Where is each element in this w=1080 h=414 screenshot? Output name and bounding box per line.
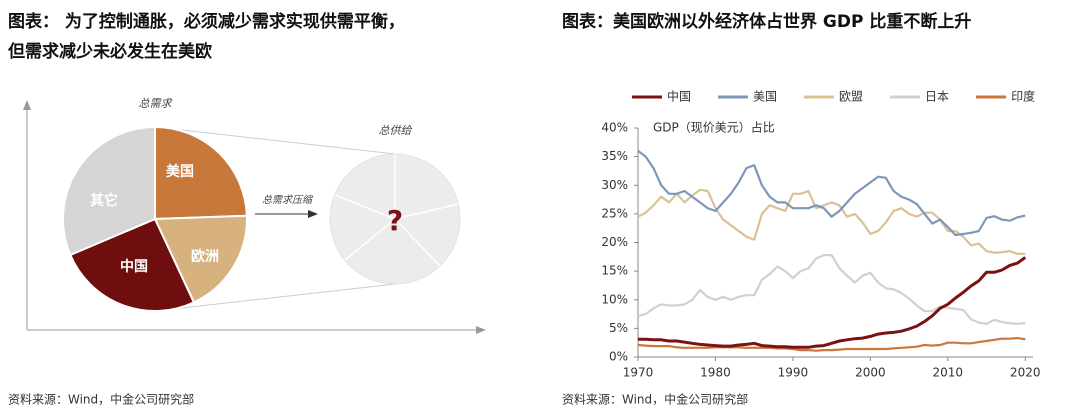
source: 资料来源：Wind，中金公司研究部	[562, 392, 748, 407]
diagram: 美国 欧洲 中国 其它 总需求 ? 总供给 总需求压缩	[23, 97, 486, 334]
source: 资料来源：Wind，中金公司研究部	[8, 392, 194, 407]
slice-label: 中国	[120, 258, 148, 275]
circle-dividers	[334, 154, 459, 267]
y-tick-label: 5%	[609, 321, 628, 335]
x-tick-label: 2020	[1010, 366, 1041, 380]
x-tick-label: 1970	[623, 366, 654, 380]
y-tick-label: 0%	[609, 350, 628, 364]
x-tick-label: 1990	[778, 366, 809, 380]
series-line	[637, 254, 1026, 325]
slice	[154, 125, 248, 221]
slice	[62, 125, 156, 257]
left-title: 但需求减少未必发生在美欧	[8, 41, 212, 62]
chart-subtitle: GDP（现价美元）占比	[653, 120, 775, 135]
arrow-head	[476, 326, 486, 334]
y-tick-label: 25%	[601, 206, 628, 220]
x-tick-label: 2000	[855, 366, 886, 380]
legend-label: 中国	[667, 89, 691, 104]
arrow-label: 总需求压缩	[262, 194, 314, 206]
x-tick-label: 1980	[700, 366, 731, 380]
slice	[153, 214, 248, 304]
y-tick-label: 40%	[601, 121, 628, 135]
arrow-head	[23, 100, 31, 110]
legend-label: 欧盟	[839, 90, 863, 104]
left-title: 图表： 为了控制通胀，必须减少需求实现供需平衡，	[8, 11, 405, 32]
legend-label: 美国	[753, 90, 777, 104]
series-line	[637, 150, 1026, 237]
y-tick-label: 30%	[601, 178, 628, 192]
x-tick-label: 2010	[933, 366, 964, 380]
chart-title: 图表：美国欧洲以外经济体占世界 GDP 比重不断上升	[562, 11, 971, 32]
connector	[154, 283, 396, 312]
arrow-head	[308, 210, 318, 218]
y-tick-label: 10%	[601, 292, 628, 306]
connector	[154, 126, 396, 155]
series-line	[638, 256, 1027, 349]
demand-label: 总需求	[139, 97, 174, 110]
slice-label: 欧洲	[191, 248, 219, 265]
question-mark: ?	[387, 204, 403, 237]
y-tick-label: 35%	[601, 149, 628, 163]
series-line	[637, 337, 1026, 352]
slice-label: 美国	[166, 163, 194, 180]
legend-label: 印度	[1011, 89, 1035, 104]
slice-label: 其它	[90, 192, 118, 209]
legend-label: 日本	[925, 90, 949, 104]
supply-label: 总供给	[379, 124, 413, 137]
y-tick-label: 15%	[601, 264, 628, 278]
y-tick-label: 20%	[601, 235, 628, 249]
